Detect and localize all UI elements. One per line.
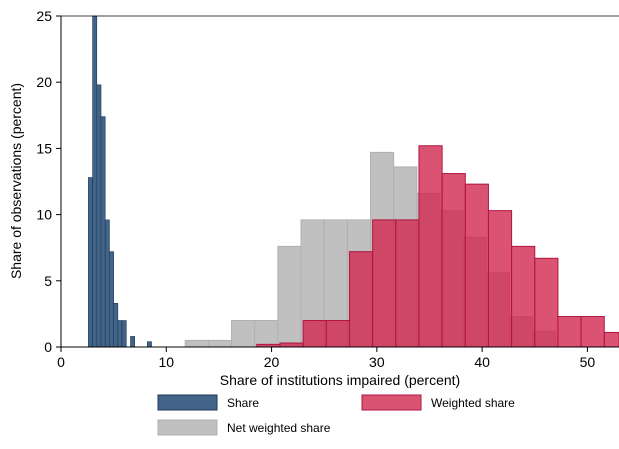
legend-item-share: Share [157,394,259,411]
histogram-bar [487,210,513,348]
histogram-bar [534,257,559,348]
legend: Share Weighted share Net weighted share [157,394,515,436]
x-tick-label: 30 [369,354,385,370]
histogram-bar [441,173,466,348]
histogram-bar [372,219,397,348]
histogram-bar [100,116,106,348]
series-share [88,15,152,348]
histogram-bar [254,320,279,348]
legend-label: Share [227,396,259,410]
histogram-bar [184,339,209,348]
histogram-bar [117,320,123,348]
histogram-bar [348,251,374,348]
histogram-bar [603,331,619,348]
series-weighted-share [256,145,619,348]
y-tick-label: 20 [36,74,52,90]
histogram-bar [580,316,605,348]
histogram-bar [88,177,93,348]
legend-swatch [157,394,218,411]
y-tick-label: 0 [44,339,52,355]
histogram-bar [207,339,233,348]
y-tick-label: 25 [36,8,52,24]
histogram-bar [92,15,98,348]
y-tick-label: 15 [36,140,52,156]
x-tick-label: 20 [264,354,280,370]
histogram-bar [557,316,582,348]
histogram-bar [109,251,114,348]
x-tick-label: 0 [57,354,65,370]
histogram-bar [325,320,350,348]
legend-item-net-weighted-share: Net weighted share [157,419,331,436]
legend-swatch [361,394,422,411]
legend-label: Weighted share [431,396,515,410]
histogram-bar [147,341,152,348]
x-tick-label: 50 [580,354,596,370]
histogram-bar [113,303,119,348]
histogram-bar [302,320,327,348]
histogram-bar [96,84,102,348]
x-axis-title: Share of institutions impaired (percent) [220,372,460,388]
histogram-bar [511,245,536,348]
legend-item-weighted-share: Weighted share [361,394,515,411]
y-axis-title: Share of observations (percent) [8,83,24,279]
y-tick-label: 10 [36,207,52,223]
histogram-bar [418,145,443,348]
x-tick-label: 10 [158,354,174,370]
histogram-bar [121,320,127,348]
histogram-bar [279,342,304,348]
histogram-bar [104,219,110,348]
legend-label: Net weighted share [227,421,331,435]
histogram-bar [464,183,489,348]
histogram-bar [231,320,256,348]
axes-layer: 0 5 10 15 20 25 0 10 20 30 40 50 [36,8,619,370]
histogram-bar [395,219,420,348]
legend-swatch [157,419,218,436]
histogram-bar [277,245,302,348]
histogram-bar [130,336,135,348]
bars-layer [88,15,619,348]
x-tick-label: 40 [474,354,490,370]
y-tick-label: 5 [44,273,52,289]
